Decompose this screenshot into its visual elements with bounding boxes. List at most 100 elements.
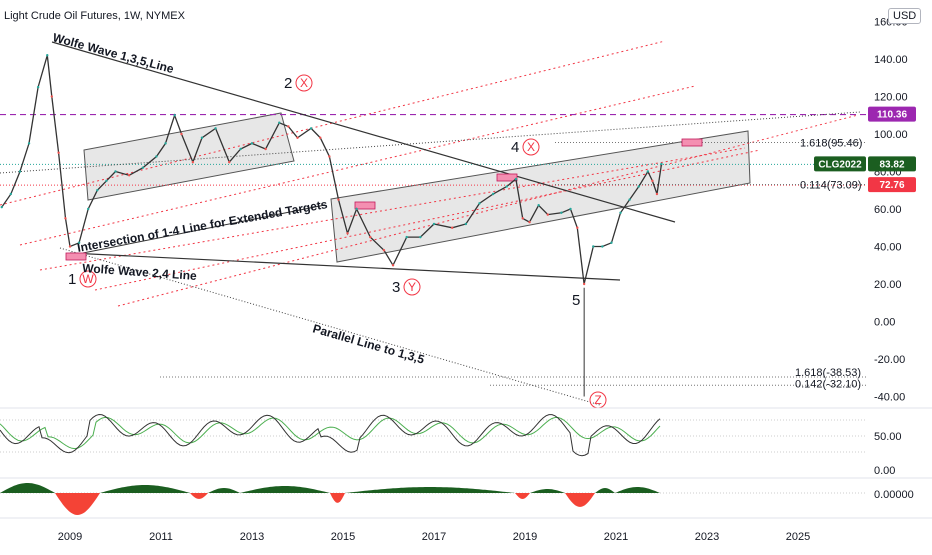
hist-region — [565, 493, 595, 507]
price-point — [173, 114, 176, 117]
price-point — [382, 249, 386, 252]
price-point — [651, 179, 654, 183]
price-point — [619, 211, 622, 214]
price-point — [355, 207, 358, 211]
pink-marker — [681, 138, 703, 147]
price-point — [514, 177, 518, 181]
y-tick-label: 140.00 — [874, 54, 908, 66]
parallel-135-line — [59, 247, 601, 406]
hist-region — [515, 493, 530, 499]
price-point — [57, 151, 60, 154]
price-point — [369, 235, 372, 239]
price-point — [610, 241, 613, 244]
red-dotted-line — [117, 114, 859, 307]
hist-region — [208, 488, 240, 493]
red-dotted-line — [19, 85, 696, 246]
x-tick-label: 2015 — [331, 531, 355, 543]
price-point — [582, 282, 586, 286]
wave-letter-2: X — [300, 76, 308, 90]
hist-region — [530, 489, 565, 493]
intersection-line — [82, 204, 326, 254]
price-point — [264, 147, 267, 151]
hist-region — [330, 493, 345, 503]
red-dotted-line — [0, 40, 666, 206]
x-tick-label: 2009 — [58, 531, 82, 543]
price-point — [141, 166, 144, 169]
price-point — [228, 160, 231, 164]
price-point — [405, 235, 408, 239]
tag-110-bg — [868, 106, 916, 122]
price-point — [287, 125, 290, 128]
tag-last-bg — [868, 156, 916, 172]
tag-symbol-bg — [814, 156, 866, 172]
price-point — [391, 264, 395, 267]
price-point — [576, 226, 579, 229]
currency-button[interactable]: USD — [888, 8, 922, 24]
y-tick-label: -20.00 — [874, 354, 905, 366]
price-point — [637, 185, 640, 188]
price-point — [77, 241, 81, 244]
price-point — [46, 54, 49, 57]
wave-letter-1: W — [82, 272, 94, 286]
price-point — [319, 136, 322, 139]
price-point — [432, 222, 436, 226]
x-tick-label: 2017 — [422, 531, 446, 543]
y-tick-label: 60.00 — [874, 204, 902, 216]
price-point — [200, 136, 204, 139]
red-dotted-line — [39, 147, 746, 271]
price-point — [569, 207, 572, 211]
price-point — [164, 142, 167, 145]
price-point — [36, 85, 40, 89]
price-point — [601, 245, 604, 248]
x-tick-label: 2019 — [513, 531, 537, 543]
wave-circle — [295, 74, 313, 92]
y-tick-label: 120.00 — [874, 92, 908, 104]
price-point — [346, 232, 349, 235]
price-point — [27, 142, 31, 145]
price-point — [87, 207, 90, 211]
wave-letter-6: Z — [594, 393, 601, 407]
parallel-label: Parallel Line to 1,3,5 — [311, 321, 426, 366]
price-point — [50, 95, 53, 98]
y-tick-label: 100.00 — [874, 129, 908, 141]
price-point — [560, 211, 563, 214]
price-point — [114, 170, 117, 173]
wave-letter-3: X — [527, 140, 535, 154]
hist-region — [595, 488, 615, 493]
tag-72-bg — [868, 177, 916, 193]
price-point — [328, 155, 331, 158]
wolfe-135-line — [51, 41, 676, 223]
price-point — [528, 220, 531, 224]
fib-label-f1618_bottom: 1.618(-38.53) — [795, 367, 861, 379]
price-point — [105, 179, 108, 183]
price-point — [646, 170, 650, 173]
hist-region — [615, 487, 660, 493]
price-point — [521, 217, 524, 220]
price-point — [464, 222, 468, 226]
x-tick-label: 2023 — [695, 531, 719, 543]
price-point — [239, 147, 242, 151]
hist-region — [345, 487, 515, 493]
price-point — [296, 136, 299, 139]
pink-marker — [496, 173, 518, 182]
y-tick-label: 0.00 — [874, 317, 895, 329]
rsi-tick-label: 0.00 — [874, 465, 895, 477]
wave-letter-4: Y — [408, 280, 416, 294]
hist-region — [55, 493, 100, 515]
x-tick-label: 2013 — [240, 531, 264, 543]
wave-circle — [403, 278, 421, 296]
wave-number-3: 4 — [511, 139, 519, 156]
price-point — [505, 185, 508, 188]
hist-region — [100, 485, 190, 493]
price-point — [337, 198, 340, 201]
pink-marker — [354, 201, 376, 210]
tag-last: 83.82 — [879, 159, 904, 170]
price-point — [592, 245, 595, 248]
intersection-label: Intersection of 1-4 Line for Extended Ta… — [76, 197, 329, 255]
price-point — [491, 192, 495, 196]
hist-region — [0, 483, 55, 493]
hist-region — [190, 493, 208, 499]
hist-tick-label: 0.00000 — [874, 489, 914, 501]
